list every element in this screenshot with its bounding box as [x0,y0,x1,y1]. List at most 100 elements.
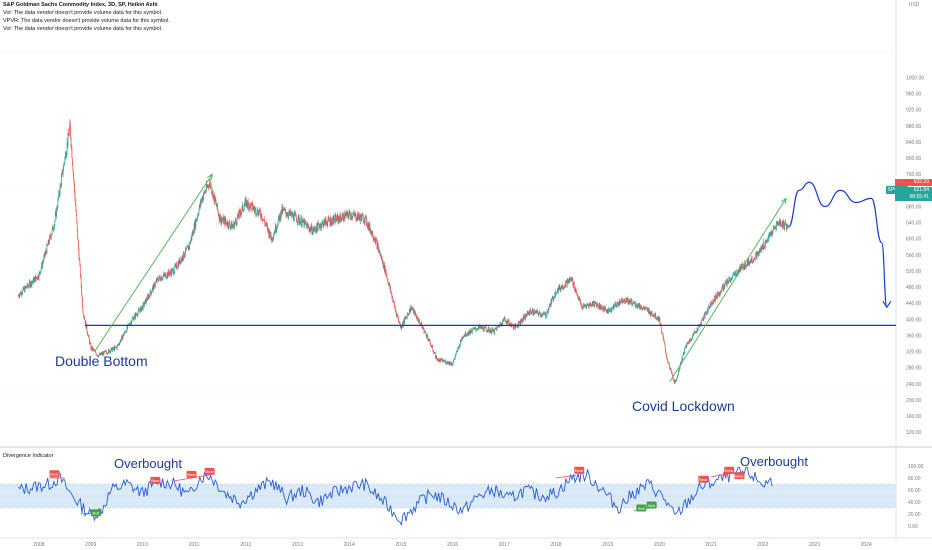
candle-body [317,227,318,232]
candle-body [429,340,431,344]
candle-body [157,277,159,280]
candle-body [645,307,647,309]
candle-body [546,310,548,316]
candle-body [150,290,151,293]
candle-body [647,308,649,311]
candle-body [442,360,444,362]
candle-body [249,202,251,205]
candle-body [573,282,575,287]
price-axis-label: 600.00 [906,237,922,243]
candle-body [746,265,747,267]
candle-body [280,216,282,220]
candle-body [454,358,456,360]
candle-body [702,318,704,322]
candle-body [25,286,26,288]
candle-body [302,218,304,223]
candle-body [56,207,57,217]
candle-body [717,292,718,299]
candle-body [765,240,766,247]
candle-body [67,132,69,146]
candle-body [119,340,121,343]
candle-body [435,357,437,359]
candle-body [570,277,572,281]
candle-body [560,288,561,291]
candle-body [677,374,679,376]
candle-body [784,222,786,224]
candle-body [192,230,194,235]
candle-body [618,303,619,304]
candle-body [365,215,366,217]
candle-body [629,299,631,301]
candle-body [637,306,638,308]
candle-body [354,213,356,216]
candle-body [657,316,659,320]
candle-body [178,260,180,267]
candle-body [74,192,76,201]
candle-body [627,298,628,303]
candle-body [435,356,437,359]
candle-body [637,304,639,308]
candle-body [688,342,690,344]
candle-body [268,227,269,231]
candle-body [785,224,787,226]
candle-body [254,207,256,209]
candle-body [222,216,224,221]
candle-body [459,344,460,347]
candle-body [476,329,478,331]
candle-body [601,307,603,308]
candle-body [545,313,547,318]
candle-body [703,318,704,322]
candle-body [450,363,452,365]
candle-body [749,262,750,266]
candle-body [468,331,470,334]
candle-body [202,196,203,202]
candle-body [583,304,585,306]
candle-body [704,312,706,318]
price-axis-label: 160.00 [906,414,922,420]
candle-body [327,221,329,226]
candle-body [331,218,333,220]
candle-body [325,218,327,222]
candle-body [490,328,492,331]
candle-body [286,214,288,216]
candle-body [583,305,585,307]
candle-body [620,301,621,304]
candle-body [526,311,528,316]
candle-body [619,299,620,306]
candle-body [319,226,321,229]
candle-body [28,286,29,288]
candle-body [184,254,186,257]
candle-body [49,235,50,244]
candle-body [706,312,707,314]
candle-body [366,216,367,225]
candle-body [496,328,497,330]
candle-body [135,313,137,315]
candle-body [264,221,266,225]
candle-body [83,313,84,317]
candle-body [206,186,208,188]
candle-body [243,206,245,211]
candle-body [551,300,552,304]
price-axis-label: 120.00 [906,430,922,436]
candle-body [47,245,49,246]
candle-body [585,306,586,308]
candle-body [760,247,761,251]
candle-body [742,263,743,265]
candle-body [525,317,526,320]
candle-body [500,323,501,326]
candle-body [45,250,46,254]
candle-body [616,306,617,308]
candle-body [652,315,654,317]
candle-body [726,283,728,287]
candle-body [24,287,25,292]
candle-body [546,315,547,317]
candle-body [330,217,332,226]
candle-body [68,128,70,136]
candle-body [478,325,480,328]
candle-body [225,221,227,223]
candle-body [298,215,300,217]
candle-body [230,226,231,229]
candle-body [534,313,536,315]
candle-body [605,306,606,310]
